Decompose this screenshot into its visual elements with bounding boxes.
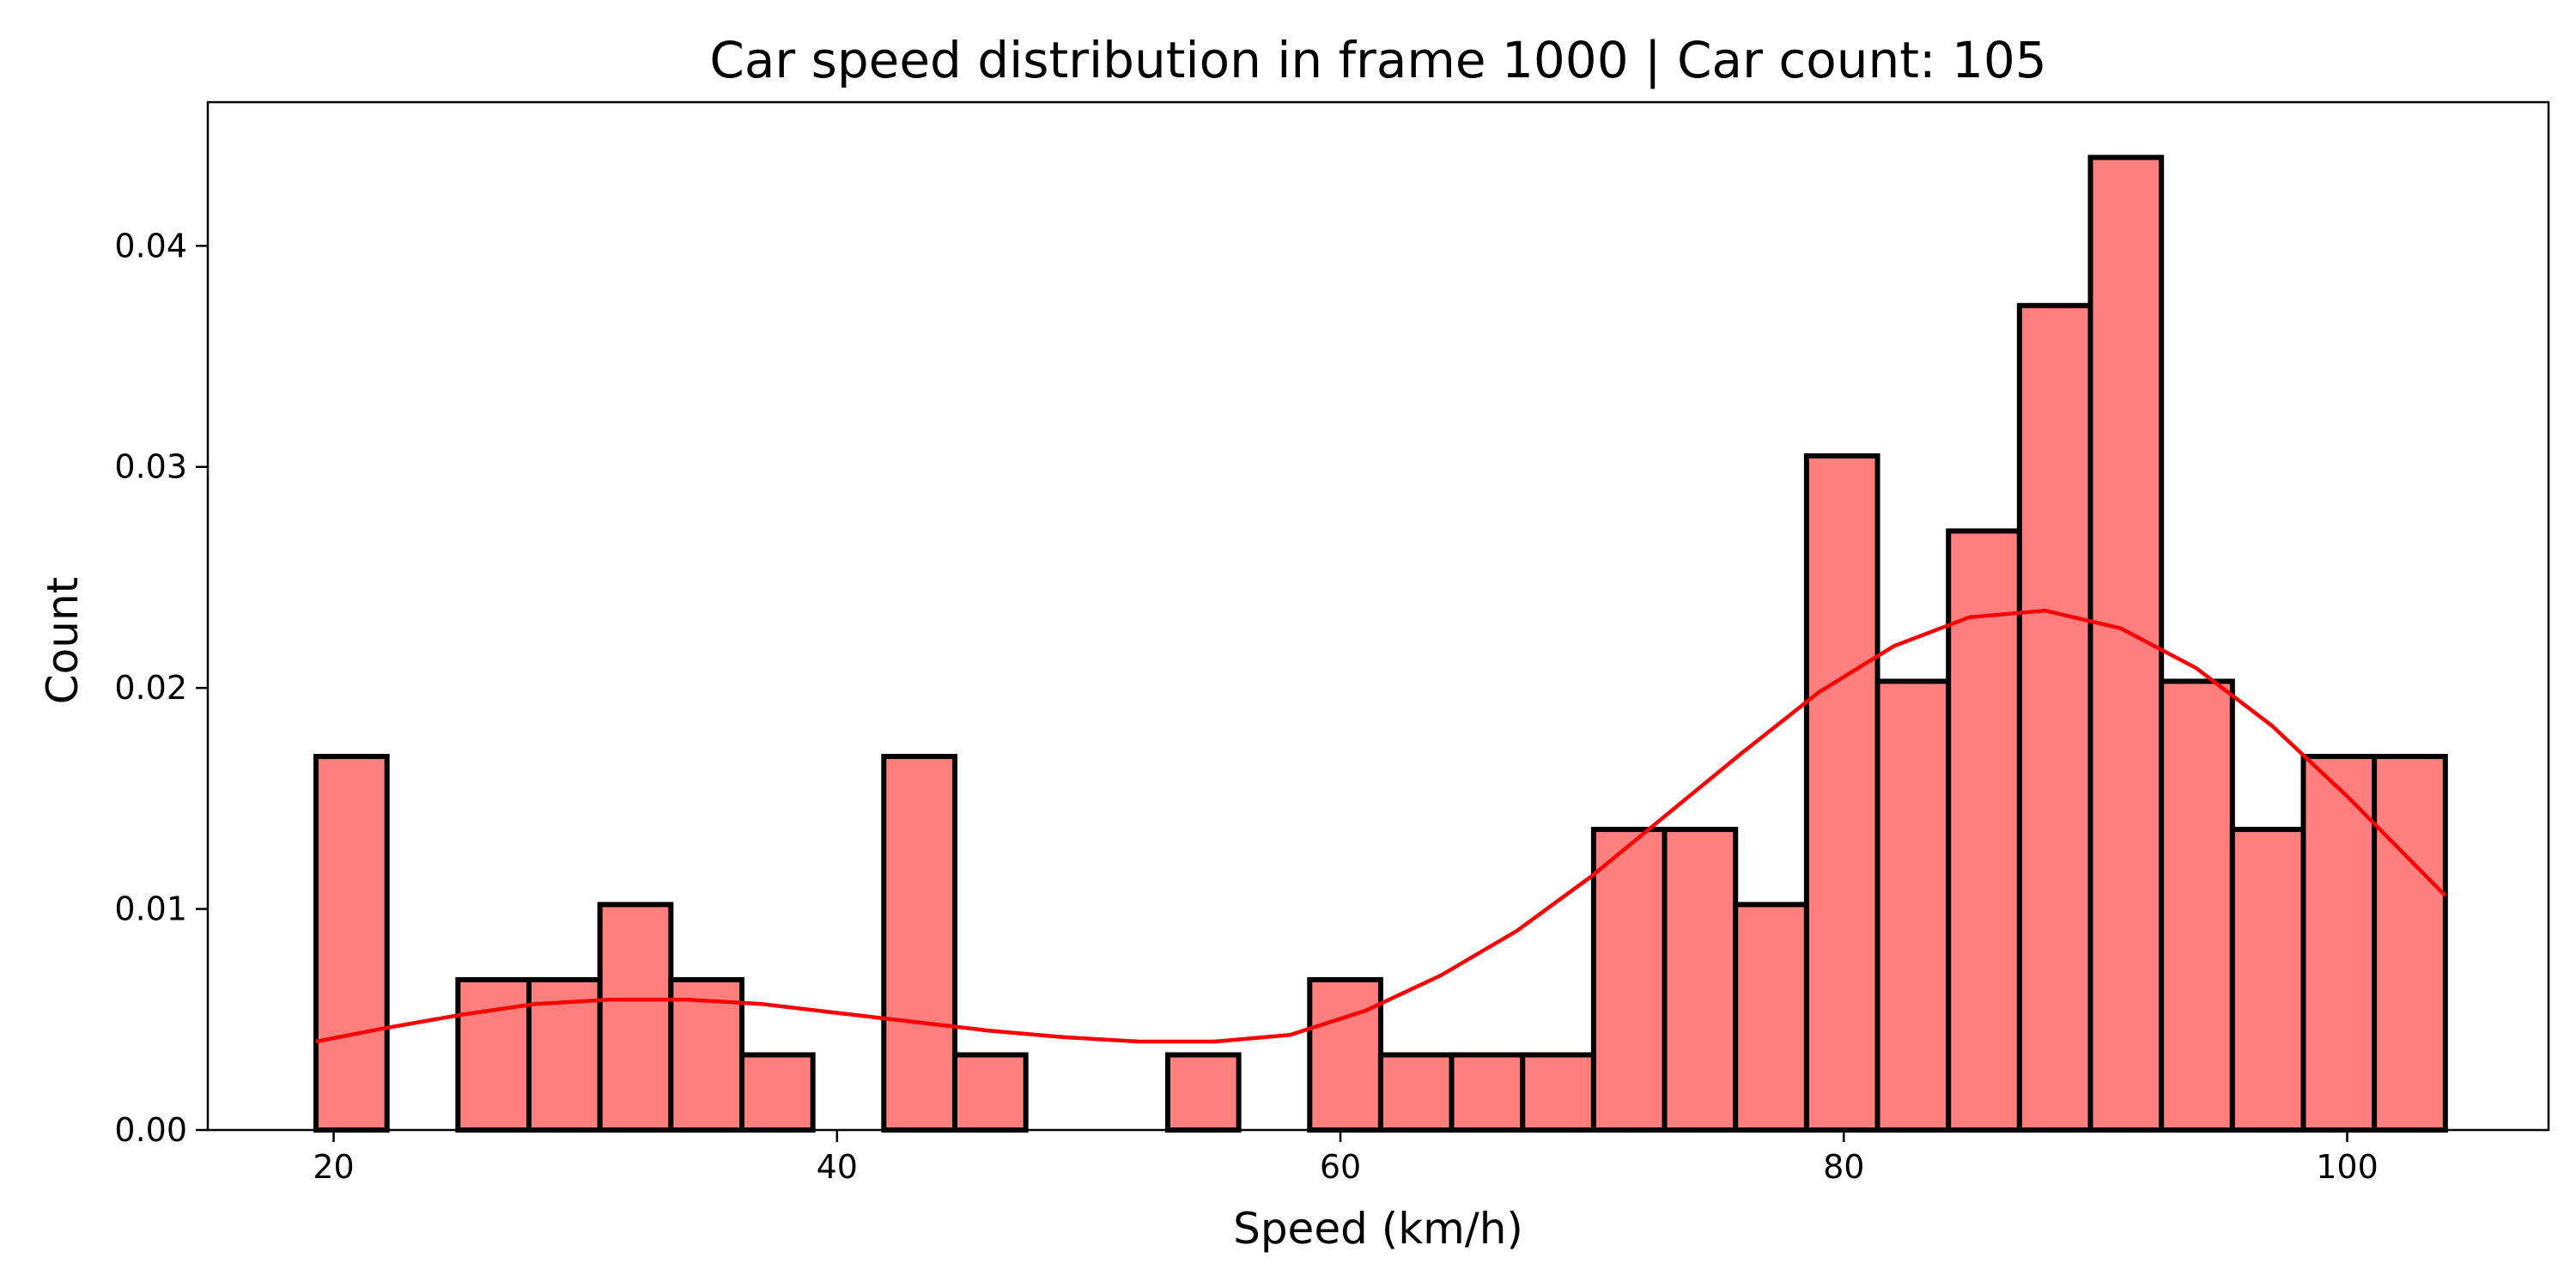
histogram-bar <box>1520 1052 1596 1133</box>
kde-curve-group <box>315 608 2447 1044</box>
histogram-bar <box>1733 902 1809 1133</box>
histogram-bar <box>597 902 674 1133</box>
axes-group: 20 40 60 80 100 0.00 0.01 0.02 0.03 0.04 <box>114 100 2550 1186</box>
chart-title: Car speed distribution in frame 1000 | C… <box>709 31 2046 89</box>
y-tick-label: 0.03 <box>114 448 187 486</box>
histogram-bar <box>1164 1052 1242 1133</box>
histogram-bar <box>455 976 532 1133</box>
histogram-bar <box>1662 826 1739 1133</box>
y-tick-label: 0.00 <box>114 1111 187 1149</box>
x-axis-label: Speed (km/h) <box>1233 1204 1523 1254</box>
y-tick-label: 0.04 <box>114 227 187 264</box>
plot-frame <box>206 100 2550 1132</box>
y-axis-label: Count <box>38 577 88 705</box>
kde-line <box>315 608 2447 1044</box>
y-tick-label: 0.01 <box>114 890 187 928</box>
histogram-bar <box>951 1052 1029 1133</box>
histogram-bar <box>313 753 390 1133</box>
x-tick-label: 40 <box>817 1148 858 1186</box>
histogram-bar <box>1803 453 1880 1133</box>
histogram-bar <box>2159 678 2235 1133</box>
x-tick-label: 100 <box>2316 1148 2379 1186</box>
histogram-bar <box>881 753 957 1133</box>
y-tick-label: 0.02 <box>114 669 187 707</box>
histogram-bar <box>2229 826 2306 1133</box>
bars-group <box>313 155 2448 1133</box>
histogram-bar <box>1449 1052 1526 1133</box>
histogram-bar <box>1377 1052 1455 1133</box>
histogram-bar <box>1874 678 1952 1133</box>
histogram-bar <box>2016 302 2093 1133</box>
histogram-bar <box>1307 976 1383 1133</box>
x-tick-label: 60 <box>1320 1148 1361 1186</box>
histogram-bar <box>1590 826 1668 1133</box>
histogram-bar <box>738 1052 816 1133</box>
x-tick-label: 20 <box>313 1148 354 1186</box>
x-tick-label: 80 <box>1823 1148 1864 1186</box>
histogram-bar <box>2372 753 2448 1133</box>
